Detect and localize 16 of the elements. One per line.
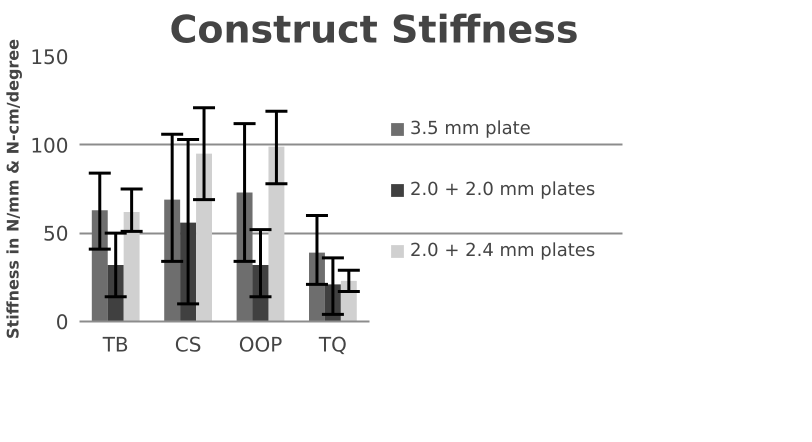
- legend-label: 3.5 mm plate: [410, 118, 531, 139]
- bar: [124, 212, 140, 322]
- x-tick-label: TB: [102, 332, 129, 356]
- x-tick-label: CS: [174, 332, 202, 356]
- legend-label: 2.0 + 2.0 mm plates: [410, 179, 596, 200]
- legend-label: 2.0 + 2.4 mm plates: [410, 240, 596, 261]
- bar: [196, 154, 212, 322]
- y-tick-label: 0: [56, 310, 69, 334]
- y-tick-label: 100: [30, 133, 69, 158]
- y-tick-label: 150: [30, 45, 69, 69]
- x-tick-label: TQ: [318, 332, 347, 356]
- chart-title: Construct Stiffness: [170, 8, 578, 52]
- y-tick-label: 50: [43, 222, 69, 246]
- x-tick-label: OOP: [238, 332, 282, 356]
- y-axis-title: Stiffness in N/mm & N-cm/degree: [3, 38, 22, 339]
- bar: [268, 146, 284, 322]
